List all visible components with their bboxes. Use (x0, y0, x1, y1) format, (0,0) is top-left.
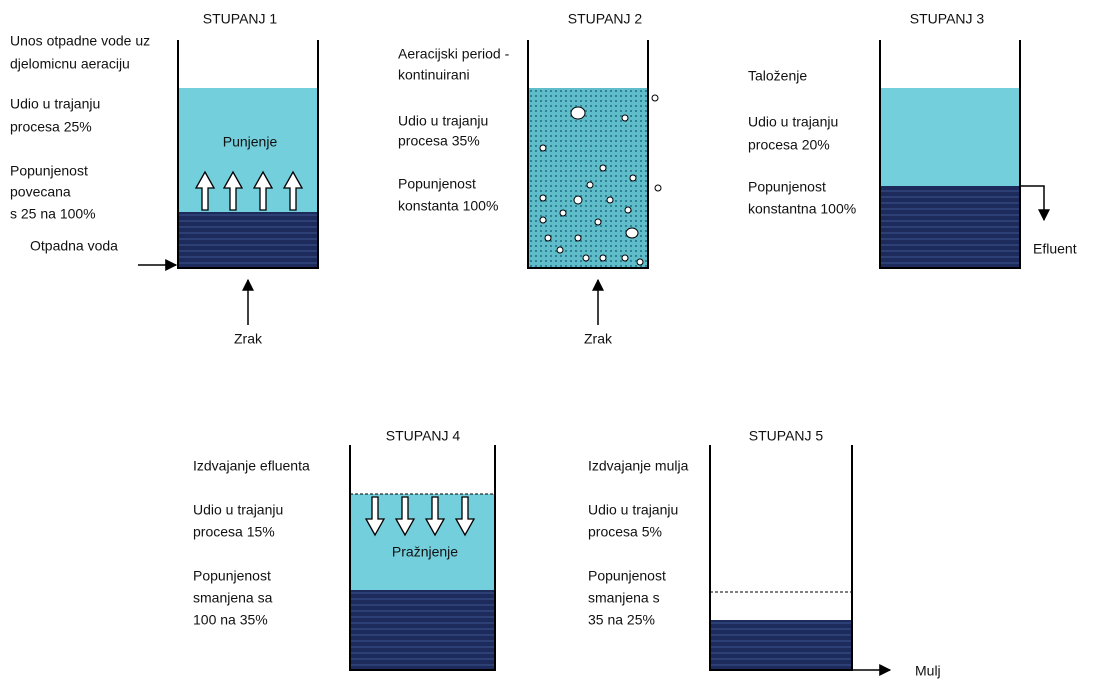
description: konstantna 100% (748, 201, 856, 217)
sludge (350, 590, 495, 670)
stage-4: STUPANJ 4 Izdvajanje efluenta Udio u tra… (193, 428, 496, 671)
description: Izdvajanje mulja (588, 458, 689, 474)
fill-arrows (194, 170, 304, 211)
description: Popunjenost (10, 163, 88, 179)
drain-arrows (364, 496, 476, 537)
tank (349, 445, 496, 671)
description: Popunjenost (588, 568, 666, 584)
stage-3: STUPANJ 3 Taloženje Udio u trajanju proc… (748, 11, 1077, 269)
stage-5: STUPANJ 5 Izdvajanje mulja Udio u trajan… (588, 428, 941, 679)
description: smanjena s (588, 590, 660, 606)
description: Taloženje (748, 68, 807, 84)
outlet-arrow (1020, 185, 1050, 222)
description: Izdvajanje efluenta (193, 458, 310, 474)
air-label: Zrak (234, 331, 263, 347)
bubbles (539, 94, 662, 266)
outlet-label: Efluent (1033, 241, 1077, 257)
outlet-label: Mulj (915, 663, 941, 679)
tank-label: Pražnjenje (392, 544, 458, 560)
description: Udio u trajanju (588, 502, 678, 518)
description: procesa 25% (10, 119, 92, 135)
description: Udio u trajanju (193, 502, 283, 518)
description: procesa 35% (398, 133, 480, 149)
water (178, 88, 318, 212)
description: konstanta 100% (398, 198, 498, 214)
water (880, 88, 1020, 186)
tank (177, 40, 319, 269)
description: Aeracijski period - (398, 46, 510, 62)
sludge (178, 212, 318, 268)
stage-2: STUPANJ 2 Aeracijski period - kontinuira… (398, 11, 662, 347)
tank-label: Punjenje (223, 134, 278, 150)
stage-1: STUPANJ 1 Unos otpadne vode uz djelomicn… (10, 11, 319, 347)
description: kontinuirani (398, 67, 470, 83)
tank (709, 445, 853, 671)
tank (879, 40, 1021, 269)
description: Udio u trajanju (10, 96, 100, 112)
stage-title: STUPANJ 5 (749, 428, 824, 444)
description: s 25 na 100% (10, 206, 96, 222)
description: Popunjenost (398, 176, 476, 192)
description: povecana (10, 184, 71, 200)
sludge (710, 620, 852, 670)
stage-title: STUPANJ 2 (568, 11, 643, 27)
stage-title: STUPANJ 1 (203, 11, 278, 27)
description: Udio u trajanju (398, 113, 488, 129)
description: 35 na 25% (588, 612, 655, 628)
description: smanjena sa (193, 590, 273, 606)
description: procesa 15% (193, 524, 275, 540)
sludge (880, 186, 1020, 268)
description: Unos otpadne vode uz (10, 33, 150, 49)
description: 100 na 35% (193, 612, 268, 628)
description: Popunjenost (193, 568, 271, 584)
inlet-label: Otpadna voda (30, 238, 118, 254)
description: procesa 20% (748, 137, 830, 153)
description: procesa 5% (588, 524, 662, 540)
description: Popunjenost (748, 179, 826, 195)
description: Udio u trajanju (748, 114, 838, 130)
stage-title: STUPANJ 3 (910, 11, 985, 27)
description: djelomicnu aeraciju (10, 56, 130, 72)
tank (527, 40, 649, 269)
air-label: Zrak (584, 331, 613, 347)
stage-title: STUPANJ 4 (386, 428, 461, 444)
